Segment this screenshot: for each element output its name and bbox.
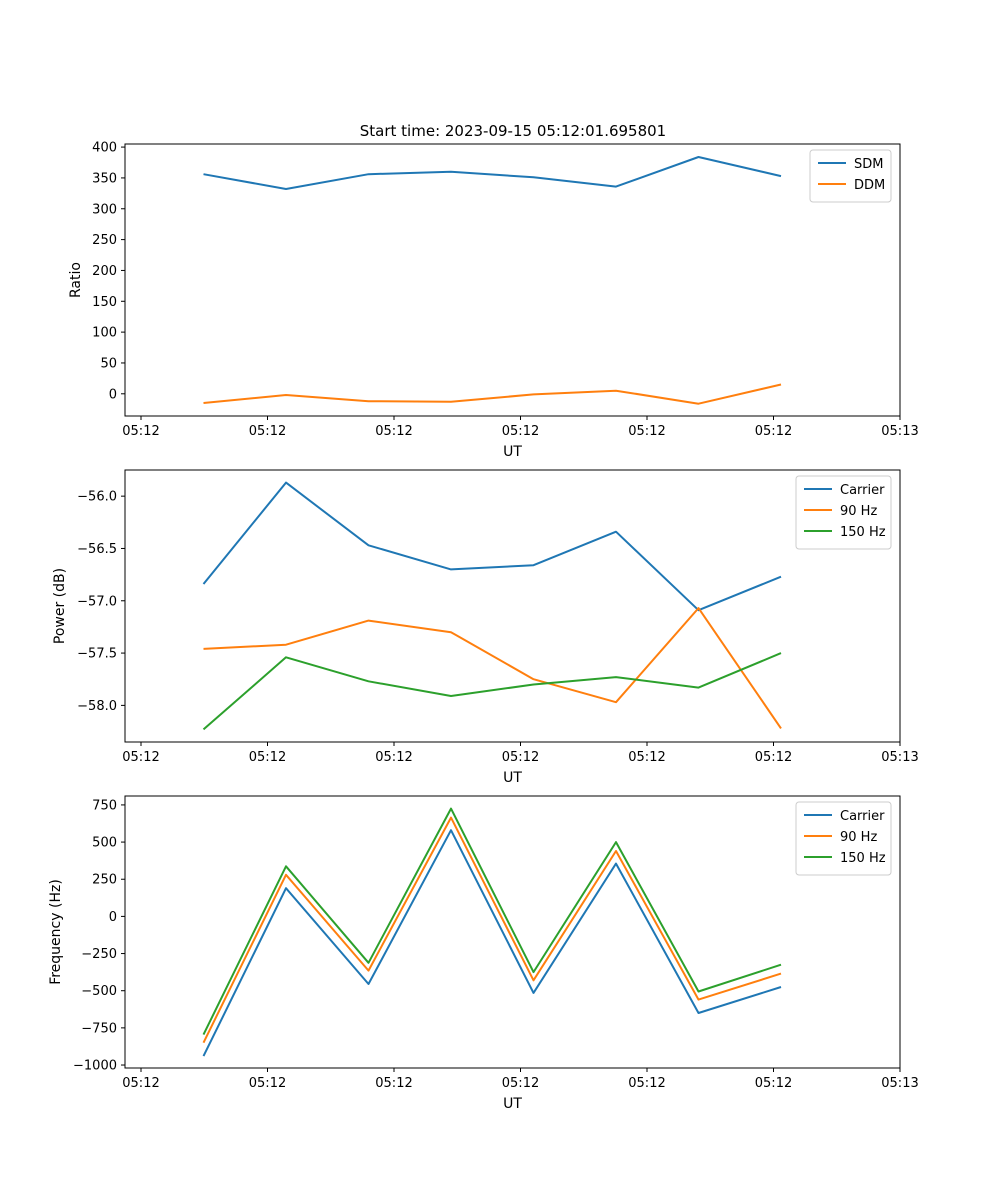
series-line-ddm <box>203 383 782 405</box>
legend-label: 90 Hz <box>840 830 877 845</box>
y-tick-label: 250 <box>92 233 117 248</box>
legend: Carrier 90 Hz 150 Hz <box>795 475 892 550</box>
axes-frame <box>124 469 901 743</box>
legend-label: DDM <box>854 178 885 193</box>
plots-container: 05:12 05:12 05:12 05:12 05:12 05:12 05:13 UT 0 50… <box>48 141 919 1112</box>
axes-frame <box>124 795 901 1069</box>
legend: Carrier 90 Hz 150 Hz <box>795 801 892 876</box>
x-tick-label: 05:12 <box>628 750 665 765</box>
axes-frame <box>124 143 901 417</box>
chart-panel-3: 05:12 05:12 05:12 05:12 05:12 05:12 05:13 UT 750… <box>48 795 919 1112</box>
x-axis-label: UT <box>503 1096 522 1112</box>
y-axis-label: Ratio <box>68 262 84 298</box>
x-tick-label: 05:12 <box>249 424 286 439</box>
y-tick-label: 250 <box>92 873 117 888</box>
x-tick-label: 05:12 <box>755 1076 792 1091</box>
series-line-150-hz <box>202 652 782 731</box>
x-tick-label: 05:12 <box>628 424 665 439</box>
x-tick-label: 05:12 <box>249 750 286 765</box>
y-tick-label: 200 <box>92 264 117 279</box>
y-tick-label: 400 <box>92 141 117 156</box>
legend-label: Carrier <box>840 809 885 824</box>
series-line-sdm <box>203 156 782 190</box>
x-tick-label: 05:13 <box>881 1076 918 1091</box>
y-tick-label: −57.0 <box>77 594 117 609</box>
y-tick-label: −57.5 <box>77 647 117 662</box>
legend-label: 150 Hz <box>840 851 886 866</box>
y-tick-label: 0 <box>109 910 117 925</box>
y-tick-label: 350 <box>92 171 117 186</box>
y-tick-label: 300 <box>92 202 117 217</box>
y-tick-label: −56.5 <box>77 542 117 557</box>
y-tick-label: −58.0 <box>77 699 117 714</box>
y-tick-label: 150 <box>92 295 117 310</box>
y-tick-label: −1000 <box>73 1059 117 1074</box>
series-line-90-hz <box>203 607 782 729</box>
x-tick-label: 05:12 <box>375 750 412 765</box>
x-tick-label: 05:12 <box>502 750 539 765</box>
x-tick-label: 05:13 <box>881 424 918 439</box>
y-tick-label: 100 <box>92 326 117 341</box>
y-tick-label: 0 <box>109 387 117 402</box>
x-tick-label: 05:12 <box>502 424 539 439</box>
x-tick-label: 05:12 <box>122 750 159 765</box>
series-line-carrier <box>202 829 782 1057</box>
x-tick-label: 05:12 <box>755 750 792 765</box>
series-line-carrier <box>202 481 782 612</box>
y-axis-label: Frequency (Hz) <box>48 879 64 985</box>
chart-panel-2: 05:12 05:12 05:12 05:12 05:12 05:12 05:13 UT −56… <box>52 469 919 786</box>
y-tick-label: −56.0 <box>77 490 117 505</box>
chart-panel-1: 05:12 05:12 05:12 05:12 05:12 05:12 05:13 UT 0 50… <box>68 141 919 460</box>
x-tick-label: 05:13 <box>881 750 918 765</box>
x-tick-label: 05:12 <box>375 424 412 439</box>
series-line-150-hz <box>202 807 782 1036</box>
x-tick-label: 05:12 <box>122 1076 159 1091</box>
x-axis-label: UT <box>503 444 522 460</box>
y-tick-label: −500 <box>81 984 117 999</box>
x-tick-label: 05:12 <box>375 1076 412 1091</box>
x-tick-label: 05:12 <box>122 424 159 439</box>
legend-label: 90 Hz <box>840 504 877 519</box>
y-tick-label: 500 <box>92 836 117 851</box>
y-tick-label: 50 <box>100 356 117 371</box>
legend-label: Carrier <box>840 483 885 498</box>
x-tick-label: 05:12 <box>249 1076 286 1091</box>
x-tick-label: 05:12 <box>502 1076 539 1091</box>
x-axis-label: UT <box>503 770 522 786</box>
y-tick-label: 750 <box>92 798 117 813</box>
y-tick-label: −250 <box>81 947 117 962</box>
x-tick-label: 05:12 <box>755 424 792 439</box>
series-line-90-hz <box>202 816 782 1044</box>
legend-label: SDM <box>854 157 883 172</box>
legend: SDM DDM <box>809 149 892 203</box>
x-tick-label: 05:12 <box>628 1076 665 1091</box>
y-tick-label: −750 <box>81 1021 117 1036</box>
figure-title: Start time: 2023-09-15 05:12:01.695801 <box>360 122 666 140</box>
legend-label: 150 Hz <box>840 525 886 540</box>
y-axis-label: Power (dB) <box>52 568 68 644</box>
